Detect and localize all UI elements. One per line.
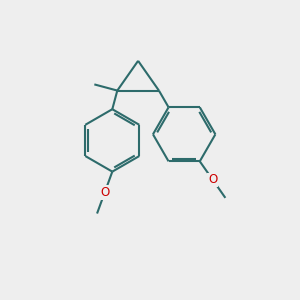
Text: O: O	[208, 173, 217, 186]
Text: O: O	[100, 186, 109, 199]
